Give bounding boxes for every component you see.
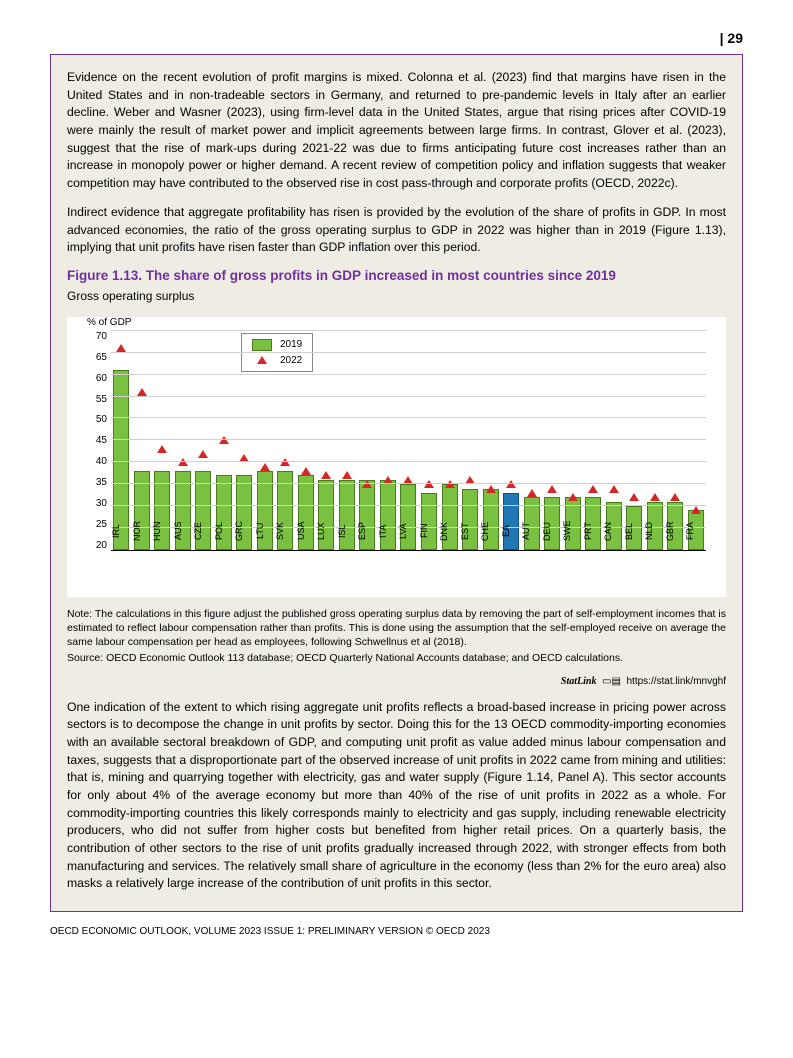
y-tick: 60	[96, 373, 107, 384]
marker-2022	[445, 480, 455, 488]
y-tick: 55	[96, 394, 107, 405]
chart-note: Note: The calculations in this figure ad…	[67, 607, 726, 650]
grid-line	[111, 374, 706, 375]
x-tick-label: CHE	[480, 515, 501, 551]
marker-2022	[486, 485, 496, 493]
y-tick: 30	[96, 498, 107, 509]
x-tick-label: CZE	[193, 515, 214, 551]
y-tick: 35	[96, 477, 107, 488]
grid-line	[111, 505, 706, 506]
x-tick-label: POL	[214, 515, 235, 551]
marker-2022	[629, 493, 639, 501]
page-number: | 29	[50, 30, 743, 46]
figure-subtitle: Gross operating surplus	[67, 289, 726, 303]
x-tick-label: SWE	[562, 515, 583, 551]
y-tick: 20	[96, 540, 107, 551]
marker-2022	[650, 493, 660, 501]
x-tick-label: AUS	[173, 515, 194, 551]
content-box: Evidence on the recent evolution of prof…	[50, 54, 743, 912]
y-tick: 25	[96, 519, 107, 530]
grid-line	[111, 396, 706, 397]
marker-2022	[321, 471, 331, 479]
grid-line	[111, 461, 706, 462]
x-tick-label: GBR	[665, 515, 686, 551]
marker-2022	[588, 485, 598, 493]
marker-2022	[362, 480, 372, 488]
y-tick: 45	[96, 435, 107, 446]
marker-2022	[506, 480, 516, 488]
x-tick-label: FIN	[419, 515, 440, 551]
y-axis-label: % of GDP	[87, 317, 131, 328]
x-tick-label: EA	[501, 515, 522, 551]
paragraph-2: Indirect evidence that aggregate profita…	[67, 204, 726, 257]
marker-2022	[424, 480, 434, 488]
statlink: StatLink ▭▤ https://stat.link/mnvghf	[67, 676, 726, 687]
marker-2022	[157, 445, 167, 453]
y-tick: 70	[96, 331, 107, 342]
x-tick-label: DEU	[542, 515, 563, 551]
marker-2022	[219, 436, 229, 444]
x-tick-label: ISL	[337, 515, 358, 551]
x-tick-label: SVK	[275, 515, 296, 551]
x-tick-label: ITA	[378, 515, 399, 551]
paragraph-1: Evidence on the recent evolution of prof…	[67, 69, 726, 193]
grid-line	[111, 439, 706, 440]
marker-2022	[178, 458, 188, 466]
marker-2022	[260, 463, 270, 471]
x-tick-label: USA	[296, 515, 317, 551]
page-footer: OECD ECONOMIC OUTLOOK, VOLUME 2023 ISSUE…	[50, 926, 743, 937]
figure-title: Figure 1.13. The share of gross profits …	[67, 268, 726, 283]
x-tick-label: LVA	[398, 515, 419, 551]
x-tick-label: FRA	[685, 515, 706, 551]
x-tick-label: IRL	[111, 515, 132, 551]
y-axis: 70 65 60 55 50 45 40 35 30 25 20	[87, 331, 111, 551]
x-tick-label: HUN	[152, 515, 173, 551]
chart-source: Source: OECD Economic Outlook 113 databa…	[67, 651, 726, 665]
marker-2022	[609, 485, 619, 493]
grid-line	[111, 352, 706, 353]
marker-2022	[301, 467, 311, 475]
marker-2022	[691, 506, 701, 514]
chart-container: % of GDP 7065605550454035302520 2019 202…	[67, 317, 726, 597]
x-tick-label: EST	[460, 515, 481, 551]
y-tick: 50	[96, 414, 107, 425]
x-tick-label: ESP	[357, 515, 378, 551]
x-tick-label: DNK	[439, 515, 460, 551]
x-axis-labels: IRLNORHUNAUSCZEPOLGRCLTUSVKUSALUXISLESPI…	[111, 551, 706, 587]
y-tick: 65	[96, 352, 107, 363]
marker-2022	[547, 485, 557, 493]
marker-2022	[280, 458, 290, 466]
marker-2022	[568, 493, 578, 501]
x-tick-label: CAN	[603, 515, 624, 551]
x-tick-label: GRC	[234, 515, 255, 551]
marker-2022	[527, 489, 537, 497]
x-tick-label: BEL	[624, 515, 645, 551]
marker-2022	[670, 493, 680, 501]
grid-line	[111, 417, 706, 418]
grid-line	[111, 330, 706, 331]
paragraph-3: One indication of the extent to which ri…	[67, 699, 726, 894]
x-tick-label: NLD	[644, 515, 665, 551]
x-tick-label: LUX	[316, 515, 337, 551]
x-tick-label: AUT	[521, 515, 542, 551]
grid-line	[111, 483, 706, 484]
statlink-url[interactable]: https://stat.link/mnvghf	[627, 676, 727, 687]
marker-2022	[342, 471, 352, 479]
x-tick-label: PRT	[583, 515, 604, 551]
x-tick-label: NOR	[132, 515, 153, 551]
x-tick-label: LTU	[255, 515, 276, 551]
y-tick: 40	[96, 456, 107, 467]
statlink-brand: StatLink	[561, 676, 597, 687]
statlink-icon: ▭▤	[602, 676, 621, 687]
marker-2022	[198, 450, 208, 458]
